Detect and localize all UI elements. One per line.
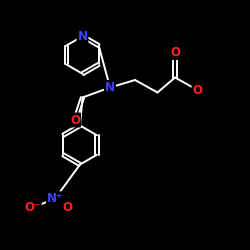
Text: O: O [62,201,72,214]
Text: O: O [170,46,180,59]
Text: N: N [78,30,88,43]
Text: O⁻: O⁻ [24,201,40,214]
Text: O: O [70,114,80,126]
Text: O: O [192,84,202,96]
Text: N: N [105,81,115,94]
Text: N⁺: N⁺ [47,192,63,205]
